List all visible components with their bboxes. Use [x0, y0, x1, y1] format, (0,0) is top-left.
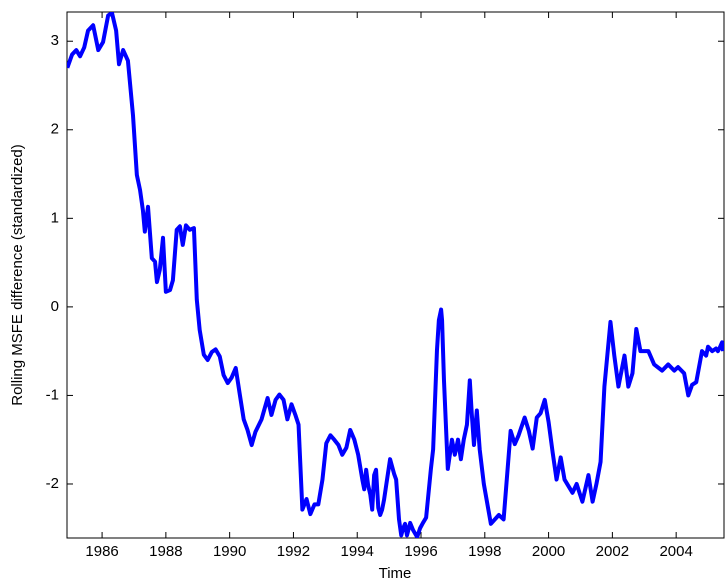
x-axis-label: Time [379, 565, 412, 582]
y-tick-label: 0 [51, 298, 59, 315]
x-tick-label: 1990 [213, 543, 246, 560]
data-line [67, 12, 724, 538]
x-tick-label: 1988 [149, 543, 182, 560]
x-tick-label: 1998 [468, 543, 501, 560]
x-tick-label: 2002 [596, 543, 629, 560]
plot-area [66, 11, 725, 539]
y-tick-label: 1 [51, 209, 59, 226]
y-axis-label: Rolling MSFE difference (standardized) [9, 144, 26, 406]
x-tick-label: 2004 [659, 543, 692, 560]
x-tick-label: 2000 [532, 543, 565, 560]
y-tick-label: 2 [51, 121, 59, 138]
x-tick-label: 1992 [277, 543, 310, 560]
x-tick-label: 1986 [85, 543, 118, 560]
y-tick-label: -2 [46, 475, 59, 492]
y-tick-label: -1 [46, 386, 59, 403]
x-tick-label: 1996 [404, 543, 437, 560]
x-tick-label: 1994 [341, 543, 374, 560]
y-tick-label: 3 [51, 32, 59, 49]
